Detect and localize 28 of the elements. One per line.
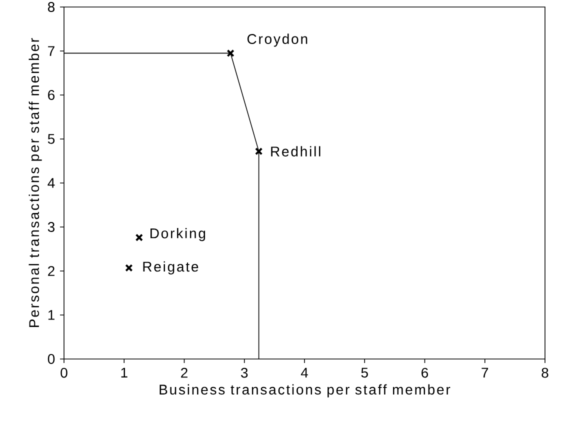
annotation: Dorking: [150, 228, 206, 242]
annotation: Redhill: [271, 146, 320, 156]
x-tick-label: 5: [361, 368, 368, 378]
y-tick-label: 8: [48, 2, 55, 12]
y-tick-label: 4: [48, 178, 55, 188]
x-tick-label: 7: [482, 368, 488, 378]
x-tick-label: 1: [121, 368, 128, 378]
x-tick-label: 8: [542, 368, 548, 378]
x-tick-label: 2: [181, 368, 188, 378]
y-tick-label: 3: [48, 222, 55, 232]
y-axis-title: Personal transactions per staff member: [28, 38, 42, 327]
y-tick-label: 1: [48, 310, 54, 320]
point: [254, 147, 263, 156]
x-tick-label: 3: [241, 368, 248, 378]
x-tick-label: 4: [300, 368, 308, 378]
y-tick-label: 7: [48, 46, 54, 56]
y-tick-label: 6: [48, 90, 55, 100]
y-tick-label: 5: [48, 134, 55, 144]
x-axis-title: Business transactions per staff member: [160, 384, 450, 398]
point: [226, 49, 234, 58]
y-tick-label: 0: [48, 354, 55, 364]
x-tick-label: 6: [422, 368, 428, 378]
x-tick-label: 0: [60, 368, 68, 378]
annotation: Reigate: [143, 261, 198, 274]
point: [135, 234, 143, 242]
point: [125, 264, 133, 272]
annotation: Croydon: [247, 34, 308, 47]
y-tick-label: 2: [48, 266, 54, 276]
